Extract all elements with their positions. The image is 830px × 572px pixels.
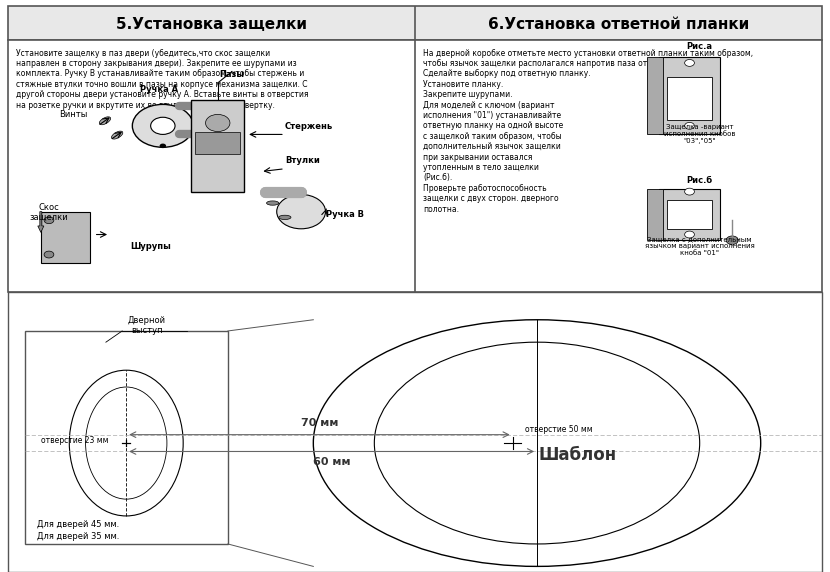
Circle shape bbox=[685, 231, 695, 238]
Text: Рис.а: Рис.а bbox=[686, 42, 713, 50]
Text: Для дверей 45 мм.: Для дверей 45 мм. bbox=[37, 520, 119, 529]
Ellipse shape bbox=[85, 387, 167, 499]
Circle shape bbox=[206, 114, 230, 132]
Bar bbox=[647, 57, 663, 134]
Bar bbox=[667, 77, 712, 120]
Text: 60 мм: 60 мм bbox=[313, 458, 350, 467]
Circle shape bbox=[685, 59, 695, 66]
Text: Втулки: Втулки bbox=[285, 156, 320, 165]
Text: На дверной коробке отметьте место установки ответной планки таким образом,
чтобы: На дверной коробке отметьте место устано… bbox=[423, 49, 754, 213]
Text: Рис.б: Рис.б bbox=[686, 176, 713, 185]
Ellipse shape bbox=[314, 320, 761, 566]
Bar bbox=[647, 189, 663, 240]
Circle shape bbox=[44, 217, 54, 224]
Bar bbox=[8, 40, 822, 292]
Text: Дверной
выступ: Дверной выступ bbox=[128, 316, 165, 335]
Circle shape bbox=[685, 188, 695, 195]
Ellipse shape bbox=[100, 117, 110, 125]
Circle shape bbox=[151, 117, 175, 134]
Ellipse shape bbox=[70, 370, 183, 516]
Bar bbox=[41, 212, 90, 263]
Text: отверстие 50 мм: отверстие 50 мм bbox=[525, 425, 593, 434]
Text: отверстие 23 мм: отверстие 23 мм bbox=[41, 436, 109, 445]
Circle shape bbox=[276, 194, 325, 229]
Ellipse shape bbox=[374, 342, 700, 544]
Bar bbox=[667, 200, 712, 229]
Bar bbox=[8, 6, 822, 40]
Circle shape bbox=[685, 122, 695, 129]
FancyArrow shape bbox=[38, 212, 44, 232]
Text: Пазы: Пазы bbox=[219, 70, 245, 79]
Bar bbox=[25, 331, 228, 544]
Text: 6.Установка ответной планки: 6.Установка ответной планки bbox=[488, 17, 749, 32]
Text: Для дверей 35 мм.: Для дверей 35 мм. bbox=[37, 533, 120, 542]
Text: Защелка с дополнительным
язычком вариант исполнения
кноба "01": Защелка с дополнительным язычком вариант… bbox=[645, 236, 754, 256]
Text: Ручка A: Ручка A bbox=[139, 85, 178, 93]
Ellipse shape bbox=[111, 131, 123, 139]
Ellipse shape bbox=[279, 215, 291, 220]
Bar bbox=[659, 189, 720, 240]
Circle shape bbox=[44, 251, 54, 258]
Text: Стержень: Стержень bbox=[285, 122, 333, 130]
Text: Шаблон: Шаблон bbox=[539, 446, 617, 464]
Text: Ручка В: Ручка В bbox=[325, 210, 364, 219]
Text: Защелка -вариант
исполнения кнобов
"03","05": Защелка -вариант исполнения кнобов "03",… bbox=[664, 124, 735, 144]
Text: Скос
защелки: Скос защелки bbox=[30, 203, 68, 222]
Text: Шурупы: Шурупы bbox=[130, 242, 171, 251]
Text: Установите защелку в паз двери (убедитесь,что скос защелки
направлен в сторону з: Установите защелку в паз двери (убедитес… bbox=[17, 49, 309, 110]
Circle shape bbox=[159, 144, 166, 148]
Bar bbox=[195, 132, 240, 154]
Text: 70 мм: 70 мм bbox=[300, 418, 338, 428]
Text: 5.Установка защелки: 5.Установка защелки bbox=[116, 17, 307, 32]
Circle shape bbox=[132, 105, 193, 148]
Circle shape bbox=[726, 236, 739, 245]
Bar bbox=[659, 57, 720, 134]
Bar bbox=[192, 100, 244, 192]
Ellipse shape bbox=[266, 201, 279, 205]
Text: Винты: Винты bbox=[59, 110, 87, 119]
